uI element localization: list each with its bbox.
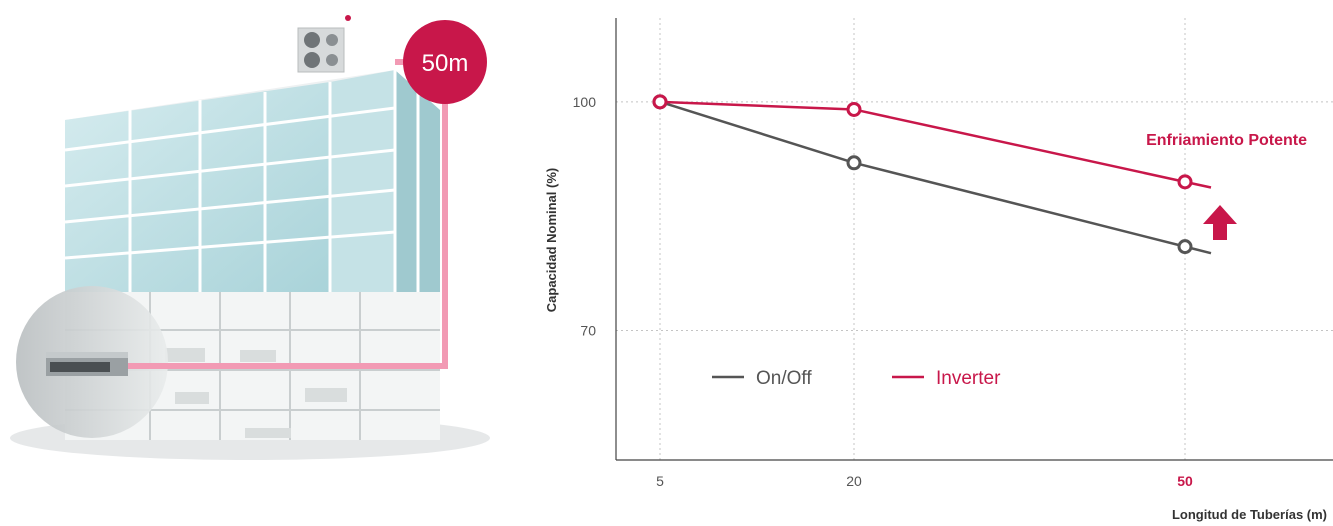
legend: On/Off Inverter: [712, 368, 1001, 389]
capacity-chart: 100 70 5 20 50 Capacidad Nominal (%) Longit…: [544, 18, 1333, 522]
y-axis-title: Capacidad Nominal (%): [544, 168, 559, 312]
x-tick-label: 20: [846, 473, 862, 489]
annotation-label: Enfriamiento Potente: [1146, 132, 1307, 149]
y-tick-label: 100: [573, 94, 597, 110]
legend-label: On/Off: [756, 368, 812, 389]
data-point-onoff: [1177, 239, 1193, 255]
data-point-onoff: [846, 155, 862, 171]
x-tick-labels: 5 20 50: [656, 473, 1193, 489]
up-arrow-icon: [1203, 205, 1237, 240]
building: [64, 70, 440, 440]
y-tick-labels: 100 70: [573, 94, 597, 339]
building-illustration: 50m: [10, 15, 490, 460]
data-point-inverter: [652, 94, 668, 110]
series: [652, 94, 1212, 255]
y-tick-label: 70: [580, 322, 596, 338]
legend-label: Inverter: [936, 368, 1001, 389]
data-point-inverter: [846, 101, 862, 117]
series-line-inverter: [659, 100, 1212, 189]
outdoor-unit-icon: [297, 15, 351, 73]
ducted-unit-icon: [46, 352, 128, 376]
x-tick-label: 5: [656, 473, 664, 489]
distance-badge-label: 50m: [422, 50, 469, 77]
x-axis-title: Longitud de Tuberías (m): [1172, 507, 1327, 522]
grid: [616, 18, 1333, 460]
distance-badge: 50m: [403, 20, 487, 104]
x-tick-label: 50: [1177, 473, 1193, 489]
series-line-onoff: [659, 100, 1212, 255]
data-point-inverter: [1177, 174, 1193, 190]
